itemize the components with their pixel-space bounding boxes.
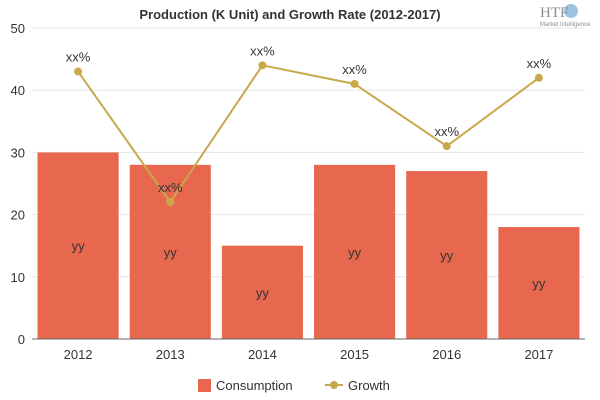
legend: Consumption Growth (198, 378, 390, 393)
growth-point-label: xx% (527, 56, 552, 71)
y-tick-label: 10 (11, 270, 25, 285)
x-tick-label: 2016 (432, 347, 461, 362)
bar-label: yy (348, 245, 362, 260)
x-tick-labels: 2012 2013 2014 2015 2016 2017 (64, 347, 554, 362)
growth-point (258, 61, 267, 70)
growth-point (166, 198, 175, 207)
growth-point (350, 79, 359, 88)
growth-point-label: xx% (66, 50, 91, 65)
legend-swatch-growth-marker (330, 381, 338, 389)
growth-point-label: xx% (342, 62, 367, 77)
legend-swatch-consumption (198, 379, 211, 392)
bars: yy yy yy yy yy yy (37, 152, 580, 339)
growth-point-label: xx% (434, 124, 459, 139)
bar (221, 245, 303, 339)
growth-line-path (77, 64, 540, 204)
grid (32, 27, 585, 278)
bar (314, 164, 396, 339)
x-tick-label: 2014 (248, 347, 277, 362)
globe-icon (564, 4, 578, 18)
y-tick-label: 30 (11, 145, 25, 160)
bar-label: yy (532, 276, 546, 291)
bar-label: yy (256, 285, 270, 300)
legend-label-consumption: Consumption (216, 378, 293, 393)
growth-point (442, 142, 451, 151)
bar (37, 152, 119, 339)
x-tick-label: 2013 (156, 347, 185, 362)
x-tick-label: 2012 (64, 347, 93, 362)
bar-label: yy (72, 239, 86, 254)
brand-logo: HTF Market Intelligence (540, 4, 591, 28)
growth-point-label: xx% (158, 180, 183, 195)
x-tick-label: 2015 (340, 347, 369, 362)
bar (498, 227, 580, 339)
bar (129, 164, 211, 339)
y-tick-label: 0 (18, 332, 25, 347)
y-tick-label: 20 (11, 208, 25, 223)
growth-point (74, 67, 83, 76)
x-tick-label: 2017 (524, 347, 553, 362)
chart-title: Production (K Unit) and Growth Rate (201… (139, 7, 440, 22)
bar-label: yy (164, 245, 178, 260)
bar-label: yy (440, 248, 454, 263)
growth-line: xx% xx% xx% xx% xx% xx% (66, 43, 552, 207)
y-tick-label: 50 (11, 21, 25, 36)
growth-point-label: xx% (250, 43, 275, 58)
y-tick-label: 40 (11, 83, 25, 98)
growth-point (534, 73, 543, 82)
logo-tagline: Market Intelligence (540, 22, 591, 28)
logo-name: HTF (540, 5, 568, 21)
y-axis: 0 10 20 30 40 50 (11, 21, 25, 347)
bar (406, 171, 488, 339)
legend-label-growth: Growth (348, 378, 390, 393)
